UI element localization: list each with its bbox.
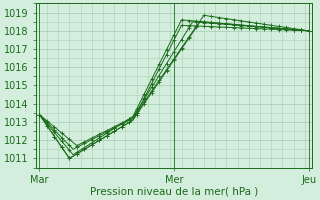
X-axis label: Pression niveau de la mer( hPa ): Pression niveau de la mer( hPa ) xyxy=(90,187,258,197)
